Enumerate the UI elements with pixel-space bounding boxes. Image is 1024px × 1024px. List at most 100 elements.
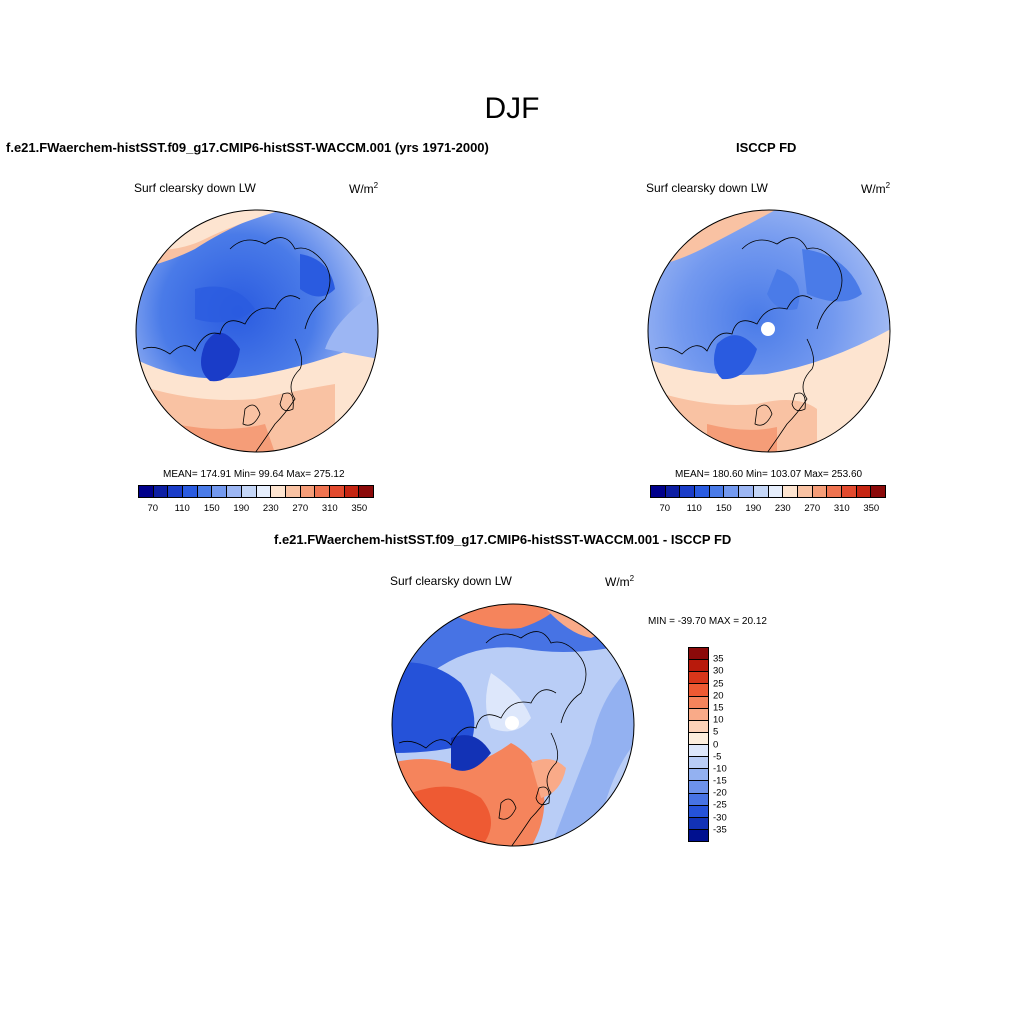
panel-3-colorbar-swatch <box>689 696 708 709</box>
panel-3-colorbar-swatch <box>689 769 708 782</box>
panel-1-colorbar-tick-label: 310 <box>321 503 338 514</box>
panel-3-coastlines <box>398 631 587 846</box>
panel-2-colorbar-swatch <box>695 486 710 497</box>
panel-2-colorbar-swatch <box>753 486 769 497</box>
panel-2-stats: MEAN= 180.60 Min= 103.07 Max= 253.60 <box>675 469 863 480</box>
panel-2-colorbar-tick-label: 70 <box>659 503 671 514</box>
panel-3-colorbar-swatch <box>689 648 708 661</box>
panel-3-colorbar-tick-label: -30 <box>713 812 727 824</box>
panel-1-colorbar-swatch <box>183 486 198 497</box>
panel-1-colorbar-swatch <box>153 486 169 497</box>
panel-1-colorbar-tick-label: 70 <box>147 503 159 514</box>
panel-1-colorbar-swatch <box>168 486 184 497</box>
panel-3-colorbar-ticks: 35 30 25 20 15 10 5 0 -5 -10 -15 -20 -25 -30 -35 <box>713 647 743 842</box>
panel-3-colorbar-tick-label: 10 <box>713 714 724 726</box>
panel-2-coastlines <box>654 237 843 452</box>
panel-2-colorbar <box>650 485 886 498</box>
panel-2-colorbar-swatch <box>797 486 813 497</box>
panel-2-colorbar-swatch <box>841 486 857 497</box>
panel-2-units: W/m2 <box>861 181 891 196</box>
panel-3-colorbar-tick-label: -25 <box>713 799 727 811</box>
panel-2-colorbar-tick-label: 350 <box>863 503 880 514</box>
panel-2-title: ISCCP FD <box>736 140 797 155</box>
panel-2-colorbar-swatch <box>871 486 885 497</box>
panel-1-colorbar-tick-label: 270 <box>292 503 309 514</box>
panel-2-colorbar-tick-label: 230 <box>774 503 791 514</box>
panel-3-colorbar-swatch <box>689 708 708 721</box>
panel-1-colorbar-swatch <box>256 486 272 497</box>
panel-2-colorbar-tick-label: 270 <box>804 503 821 514</box>
panel-2-polar-map <box>647 209 891 453</box>
panel-2-variable-label: Surf clearsky down LW <box>646 181 768 195</box>
panel-1-colorbar-swatch <box>300 486 316 497</box>
panel-3-colorbar-tick-label: 0 <box>713 739 719 750</box>
panel-1-colorbar-swatch <box>197 486 213 497</box>
panel-3-stats: MIN = -39.70 MAX = 20.12 <box>648 616 767 627</box>
panel-2-colorbar-tick-label: 110 <box>686 503 702 514</box>
panel-1-colorbar-swatch <box>241 486 257 497</box>
panel-3-units: W/m2 <box>605 574 635 589</box>
panel-3-colorbar-tick-label: 35 <box>713 653 724 665</box>
panel-3-colorbar-tick-label: 15 <box>713 702 724 714</box>
panel-3-colorbar-swatch <box>689 805 708 818</box>
panel-3-colorbar-swatch <box>689 720 708 733</box>
panel-3-colorbar-swatch <box>689 757 708 770</box>
panel-2-colorbar-swatch <box>856 486 872 497</box>
panel-3-colorbar-swatch <box>689 745 708 758</box>
panel-3-colorbar-tick-label: -5 <box>713 751 722 763</box>
panel-2-colorbar-swatch <box>680 486 696 497</box>
panel-2-colorbar-swatch <box>665 486 681 497</box>
panel-2-colorbar-swatch <box>651 486 666 497</box>
panel-1-colorbar-tick-label: 230 <box>262 503 279 514</box>
panel-1-colorbar-swatch <box>212 486 228 497</box>
panel-1-colorbar-tick-label: 110 <box>174 503 190 514</box>
panel-3-colorbar-tick-label: 25 <box>713 678 724 690</box>
panel-3-colorbar-swatch <box>689 684 708 697</box>
panel-2-pole-hole <box>761 322 775 336</box>
panel-3-colorbar-swatch <box>689 793 708 806</box>
panel-2-colorbar-tick-label: 190 <box>745 503 762 514</box>
panel-3-colorbar-tick-label: -15 <box>713 775 727 787</box>
panel-1-coastlines <box>142 237 331 452</box>
panel-1-variable-label: Surf clearsky down LW <box>134 181 256 195</box>
panel-3-colorbar-tick-label: 20 <box>713 690 724 702</box>
panel-3-colorbar-tick-label: -35 <box>713 824 727 836</box>
panel-3-colorbar-swatch <box>689 672 708 685</box>
panel-2-colorbar-swatch <box>768 486 784 497</box>
panel-3-colorbar-tick-label: 30 <box>713 665 724 677</box>
panel-2-colorbar-swatch <box>724 486 740 497</box>
panel-3-colorbar-swatch <box>689 781 708 794</box>
panel-1-colorbar-swatch <box>315 486 330 497</box>
panel-2-colorbar-swatch <box>783 486 798 497</box>
panel-1-colorbar-swatch <box>227 486 242 497</box>
panel-1-stats: MEAN= 174.91 Min= 99.64 Max= 275.12 <box>163 469 345 480</box>
panel-1-colorbar-tick-label: 350 <box>351 503 368 514</box>
figure-title: DJF <box>484 92 540 125</box>
panel-3-colorbar-tick-label: -10 <box>713 763 727 775</box>
panel-1-polar-map <box>135 209 379 453</box>
panel-2-colorbar-swatch <box>739 486 754 497</box>
panel-3-polar-map <box>391 603 635 847</box>
panel-3-title: f.e21.FWaerchem-histSST.f09_g17.CMIP6-hi… <box>274 532 732 547</box>
panel-3-colorbar-swatch <box>689 732 708 745</box>
panel-1-colorbar-swatch <box>285 486 301 497</box>
panel-3-colorbar-swatch <box>689 660 708 673</box>
panel-1-colorbar-tick-label: 190 <box>233 503 250 514</box>
panel-1-colorbar-swatch <box>139 486 154 497</box>
panel-2-colorbar-swatch <box>709 486 725 497</box>
panel-3-colorbar-swatch <box>689 817 708 830</box>
panel-2-colorbar-swatch <box>827 486 842 497</box>
panel-1-colorbar-swatch <box>329 486 345 497</box>
panel-2-colorbar-ticks: 70 110 150 190 230 270 310 350 <box>650 503 886 515</box>
panel-2-colorbar-tick-label: 310 <box>833 503 850 514</box>
panel-3-colorbar-swatch <box>689 829 708 841</box>
panel-3-colorbar-tick-label: 5 <box>713 726 719 738</box>
panel-2-colorbar-swatch <box>812 486 828 497</box>
panel-1-colorbar-ticks: 70 110 150 190 230 270 310 350 <box>138 503 374 515</box>
panel-1-units: W/m2 <box>349 181 379 196</box>
panel-3-pole-hole <box>505 716 519 730</box>
panel-3-colorbar <box>688 647 709 842</box>
panel-1-colorbar <box>138 485 374 498</box>
panel-1-colorbar-swatch <box>359 486 373 497</box>
panel-1-colorbar-swatch <box>344 486 360 497</box>
